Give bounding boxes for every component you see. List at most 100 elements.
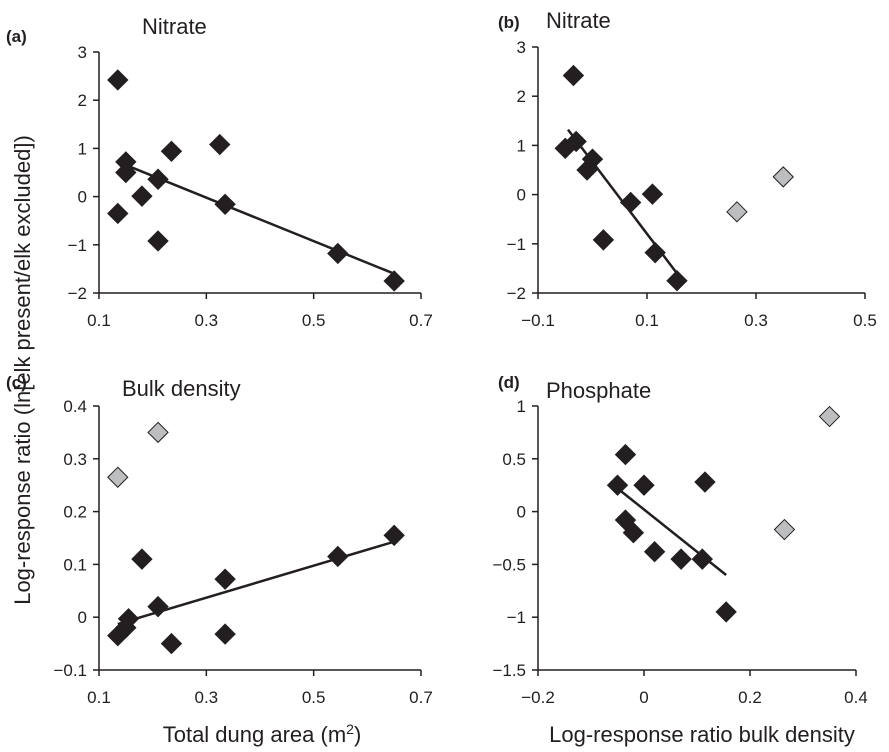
- x-tick-label: 0: [639, 688, 648, 707]
- x-axis-label-left: Total dung area (m2): [163, 721, 362, 747]
- y-tick-label: −2: [507, 284, 526, 303]
- x-tick-label: 0.1: [635, 311, 659, 330]
- data-point: [773, 518, 796, 541]
- y-tick-label: −1: [507, 608, 526, 627]
- panels: −2 −1 0 1 2 3 0.1 0.3 0.5 0.7 (a) Nitrate −2 −1 0 1 2 3 −0…: [6, 8, 877, 707]
- data-point: [147, 421, 169, 444]
- x-axis-label-right: Log-response ratio bulk density: [549, 722, 855, 747]
- y-tick-label: −1: [507, 235, 526, 254]
- y-tick-label: 0: [78, 608, 87, 627]
- data-point: [107, 202, 129, 225]
- y-tick-label: 0.3: [63, 450, 87, 469]
- y-tick-label: 0.1: [63, 555, 87, 574]
- panel-1: −2 −1 0 1 2 3 0.1 0.3 0.5 0.7 (a) Nitrate: [6, 14, 433, 330]
- data-point: [214, 568, 236, 590]
- data-point: [209, 133, 231, 156]
- y-tick-label: 3: [78, 43, 87, 62]
- data-point: [147, 168, 169, 190]
- y-tick-label: −1.5: [492, 661, 526, 680]
- data-point: [726, 201, 748, 223]
- data-point: [147, 595, 169, 618]
- x-tick-label: 0.3: [195, 311, 219, 330]
- y-tick-label: 1: [517, 397, 526, 416]
- panel-3: −0.1 0 0.1 0.2 0.3 0.4 0.1 0.3 0.5 0.7 (c) Bulk den…: [6, 373, 433, 707]
- x-tick-label: 0.2: [738, 688, 762, 707]
- x-tick-label: 0.4: [844, 688, 868, 707]
- x-tick-label: 0.3: [195, 688, 219, 707]
- y-tick-label: 0: [78, 188, 87, 207]
- data-point: [818, 405, 841, 428]
- y-tick-label: 2: [517, 87, 526, 106]
- data-point: [117, 608, 140, 630]
- y-tick-label: 0.5: [502, 450, 526, 469]
- x-tick-label: 0.5: [302, 688, 326, 707]
- y-tick-label: −0.1: [53, 661, 87, 680]
- x-tick-label: −0.1: [521, 311, 555, 330]
- y-tick-label: 0.2: [63, 503, 87, 522]
- y-tick-label: 3: [517, 38, 526, 57]
- data-point: [641, 183, 664, 205]
- data-point: [581, 148, 604, 170]
- data-point: [691, 548, 714, 570]
- data-point: [565, 130, 587, 153]
- data-point: [160, 140, 183, 162]
- x-tick-label: −0.2: [521, 688, 555, 707]
- panel-label: (a): [6, 27, 27, 46]
- data-point: [694, 471, 716, 493]
- panel-4: −1.5 −1 −0.5 0 0.5 1 −0.2 0 0.2 0.4 (d) Phosphate: [492, 373, 867, 707]
- y-tick-label: 0: [517, 503, 526, 522]
- x-tick-label: 0.7: [409, 688, 433, 707]
- data-point: [633, 474, 655, 496]
- data-point: [107, 466, 129, 488]
- data-point: [715, 601, 737, 623]
- data-point: [383, 270, 405, 292]
- y-tick-label: −0.5: [492, 555, 526, 574]
- y-tick-label: 1: [517, 136, 526, 155]
- data-point: [160, 632, 183, 655]
- data-point: [383, 524, 405, 547]
- x-tick-label: 0.1: [87, 688, 111, 707]
- panel-2: −2 −1 0 1 2 3 −0.1 0.1 0.3 0.5 (b) Nitrate: [498, 8, 877, 330]
- data-point: [622, 522, 645, 544]
- panel-title: Bulk density: [122, 376, 241, 401]
- x-axis-label-left-end: ): [354, 722, 361, 747]
- data-point: [131, 548, 153, 570]
- x-tick-label: 0.5: [853, 311, 877, 330]
- y-tick-label: −1: [68, 236, 87, 255]
- panel-title: Nitrate: [142, 14, 207, 39]
- x-tick-label: 0.5: [302, 311, 326, 330]
- data-point: [666, 269, 688, 292]
- y-tick-label: 0: [517, 186, 526, 205]
- data-point: [107, 69, 129, 91]
- data-point: [772, 166, 794, 188]
- panel-title: Nitrate: [546, 8, 611, 33]
- data-point: [147, 230, 169, 252]
- data-point: [327, 242, 349, 265]
- data-point: [606, 474, 629, 496]
- x-axis-label-left-superscript: 2: [346, 721, 354, 737]
- panel-label: (c): [6, 373, 27, 392]
- panel-label: (b): [498, 13, 520, 32]
- data-point: [592, 229, 615, 251]
- data-point: [619, 191, 642, 214]
- data-point: [131, 185, 153, 207]
- x-tick-label: 0.1: [87, 311, 111, 330]
- x-axis-label-left-text: Total dung area (m: [163, 722, 346, 747]
- y-tick-label: −2: [68, 284, 87, 303]
- data-point: [562, 64, 585, 87]
- data-point: [643, 541, 666, 563]
- data-point: [327, 545, 349, 568]
- data-point: [614, 443, 637, 466]
- panel-label: (d): [498, 373, 520, 392]
- y-tick-label: 1: [78, 139, 87, 158]
- data-point: [214, 623, 236, 645]
- data-point: [644, 241, 666, 264]
- x-tick-label: 0.3: [744, 311, 768, 330]
- shared-y-axis-label: Log-response ratio (ln[elk present/elk e…: [10, 135, 35, 605]
- x-tick-label: 0.7: [409, 311, 433, 330]
- data-point: [670, 548, 692, 570]
- panel-title: Phosphate: [546, 378, 651, 403]
- y-tick-label: 2: [78, 91, 87, 110]
- y-tick-label: 0.4: [63, 397, 87, 416]
